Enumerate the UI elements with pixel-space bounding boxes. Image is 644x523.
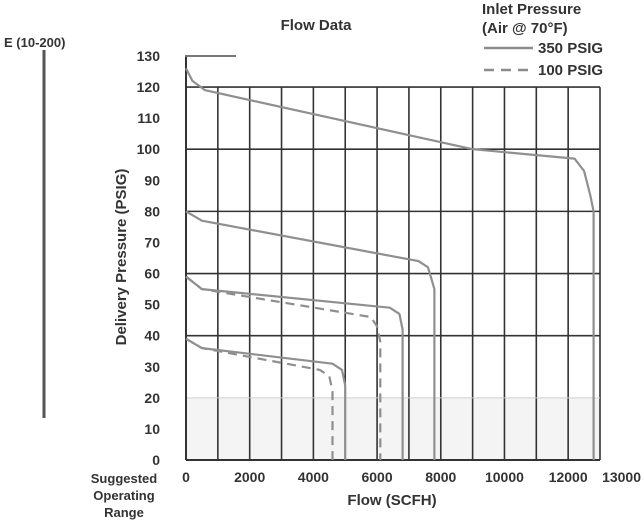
y-tick-label: 130 [137, 48, 161, 64]
side-note-line-1: Suggested [91, 471, 158, 486]
legend-title-line-1: Inlet Pressure [482, 1, 581, 18]
x-tick-label: 10000 [485, 469, 524, 485]
y-tick-label: 20 [144, 390, 160, 406]
x-tick-label: 13000 [602, 469, 641, 485]
y-tick-label: 90 [144, 172, 160, 188]
x-tick-label: 12000 [549, 469, 588, 485]
series-lines [185, 67, 595, 460]
y-tick-label: 80 [144, 203, 160, 219]
y-tick-label: 120 [137, 79, 161, 95]
y-tick-label: 0 [152, 452, 160, 468]
legend-title-line-2: (Air @ 70°F) [482, 20, 568, 37]
x-tick-label: 2000 [234, 469, 265, 485]
x-tick-label: 4000 [298, 469, 329, 485]
x-axis-label: Flow (SCFH) [347, 492, 436, 509]
y-tick-label: 30 [144, 359, 160, 375]
tick-labels: 0 10 20 30 40 50 60 70 80 90 100 110 120 130 0 2000 4000… [137, 48, 642, 485]
x-tick-label: 0 [182, 469, 190, 485]
model-label: E (10-200) [4, 35, 65, 50]
series-350-psig-120 [185, 67, 595, 460]
grid [185, 56, 601, 461]
y-tick-label: 10 [144, 421, 160, 437]
chart-title: Flow Data [281, 17, 352, 34]
y-axis-label: Delivery Pressure (PSIG) [113, 169, 130, 346]
series-350-psig-80 [185, 210, 436, 460]
y-tick-label: 70 [144, 234, 160, 250]
side-note-line-3: Range [104, 505, 144, 520]
legend-label-100: 100 PSIG [538, 62, 603, 79]
series-100-psig-40 [185, 337, 334, 460]
y-tick-label: 40 [144, 328, 160, 344]
y-tick-label: 60 [144, 266, 160, 282]
y-tick-label: 100 [137, 141, 161, 157]
side-note-line-2: Operating [93, 488, 154, 503]
x-tick-label: 8000 [425, 469, 456, 485]
y-tick-label: 50 [144, 297, 160, 313]
x-tick-label: 6000 [361, 469, 392, 485]
series-100-psig-60 [185, 275, 382, 460]
y-tick-label: 110 [137, 110, 160, 126]
operating-band [186, 397, 600, 460]
side-note: Suggested Operating Range [91, 471, 158, 520]
legend: Inlet Pressure (Air @ 70°F) 350 PSIG 100… [482, 1, 603, 79]
legend-label-350: 350 PSIG [538, 40, 603, 57]
